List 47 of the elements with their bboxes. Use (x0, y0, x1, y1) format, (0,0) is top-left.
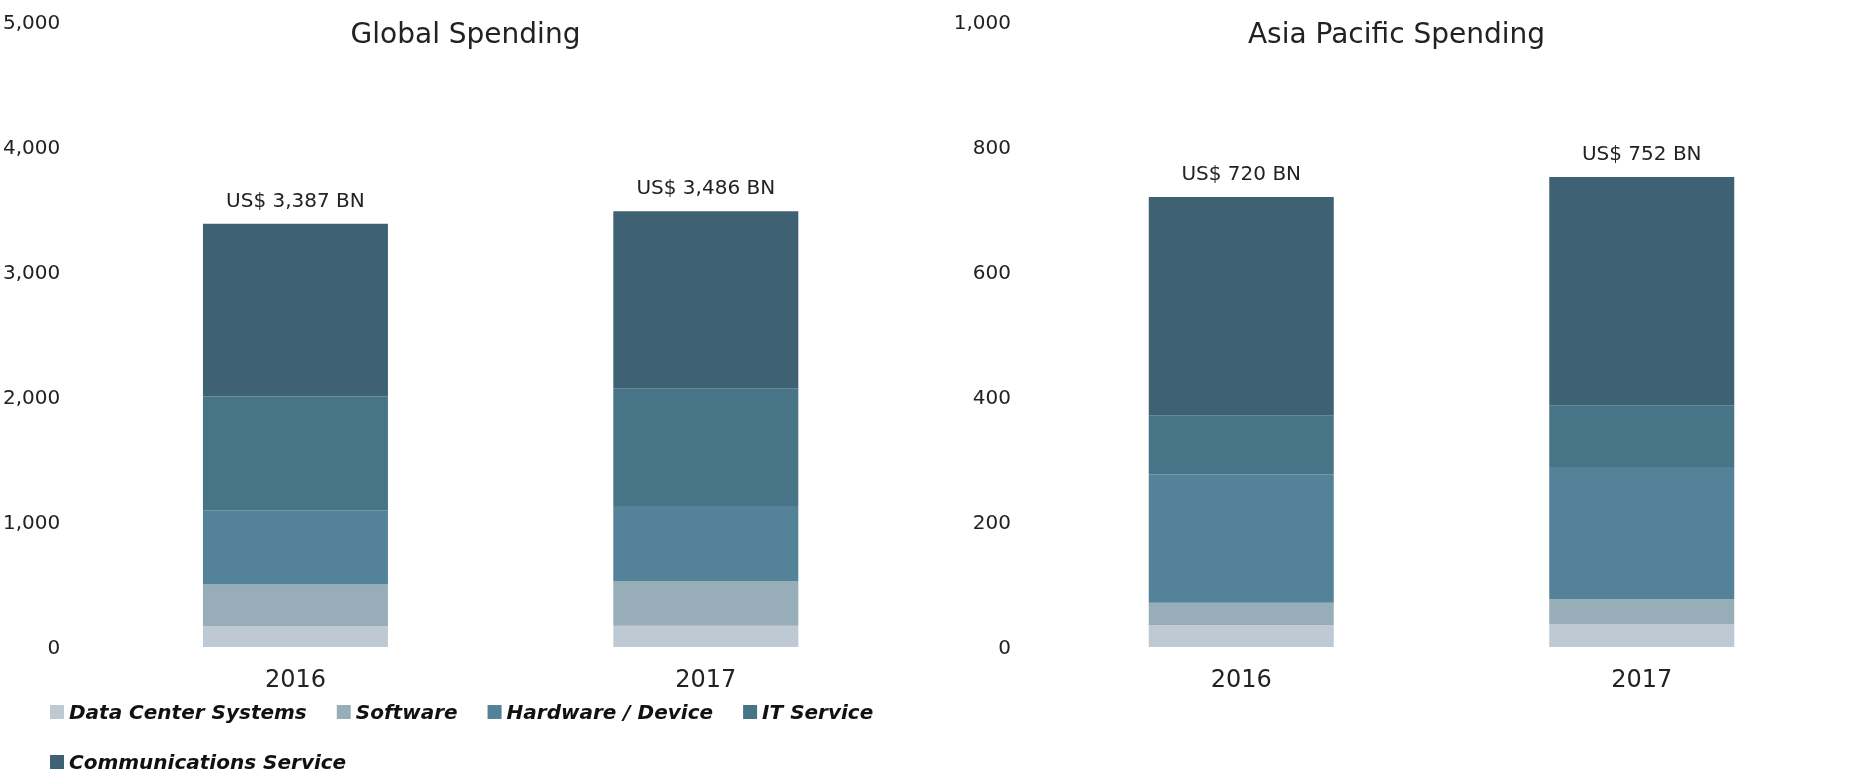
x-tick-label: 2017 (1611, 665, 1673, 693)
bar (202, 510, 388, 585)
bar (1148, 602, 1334, 626)
y-tick-label: 600 (972, 260, 1011, 284)
y-tick-label: 5,000 (2, 10, 61, 34)
chart-title: Asia Pacific Spending (1247, 16, 1546, 50)
y-tick-label: 200 (972, 510, 1011, 534)
chart-title: Global Spending (350, 16, 581, 50)
legend-label: Communications Service (69, 750, 347, 774)
legend-label: Data Center Systems (69, 700, 307, 724)
bar (613, 581, 799, 626)
total-label: US$ 752 BN (1581, 141, 1702, 165)
bar (1148, 197, 1334, 416)
y-tick-label: 0 (47, 635, 61, 659)
total-label: US$ 3,387 BN (226, 187, 365, 212)
legend-label: Hardware / Device (506, 700, 714, 724)
bar (1148, 415, 1334, 475)
bar (1549, 623, 1735, 647)
bar (1549, 405, 1735, 467)
bar (1148, 625, 1334, 647)
y-tick-label: 0 (998, 635, 1011, 659)
y-tick-label: 400 (972, 385, 1011, 409)
bar (202, 626, 388, 647)
y-tick-label: 3,000 (2, 260, 61, 284)
bar (613, 506, 799, 581)
x-tick-label: 2017 (675, 665, 737, 693)
total-label: US$ 3,486 BN (636, 175, 776, 200)
bar (1148, 474, 1334, 603)
bar (202, 584, 388, 627)
x-tick-label: 2016 (264, 665, 326, 693)
x-tick-label: 2016 (1210, 665, 1272, 693)
y-tick-label: 800 (972, 135, 1011, 159)
legend-label: IT Service (762, 700, 874, 724)
legend-label: Software (355, 700, 458, 724)
bar (1549, 467, 1735, 599)
y-tick-label: 4,000 (2, 135, 61, 159)
bar (202, 223, 388, 397)
total-label: US$ 720 BN (1181, 161, 1302, 185)
bar (613, 388, 799, 506)
y-tick-label: 1,000 (2, 510, 61, 534)
bar (1549, 177, 1735, 406)
bar (613, 211, 799, 389)
y-tick-label: 2,000 (2, 385, 61, 409)
bar (202, 396, 388, 511)
y-tick-label: 1,000 (953, 10, 1011, 34)
bar (1549, 598, 1735, 624)
bar (613, 625, 799, 647)
